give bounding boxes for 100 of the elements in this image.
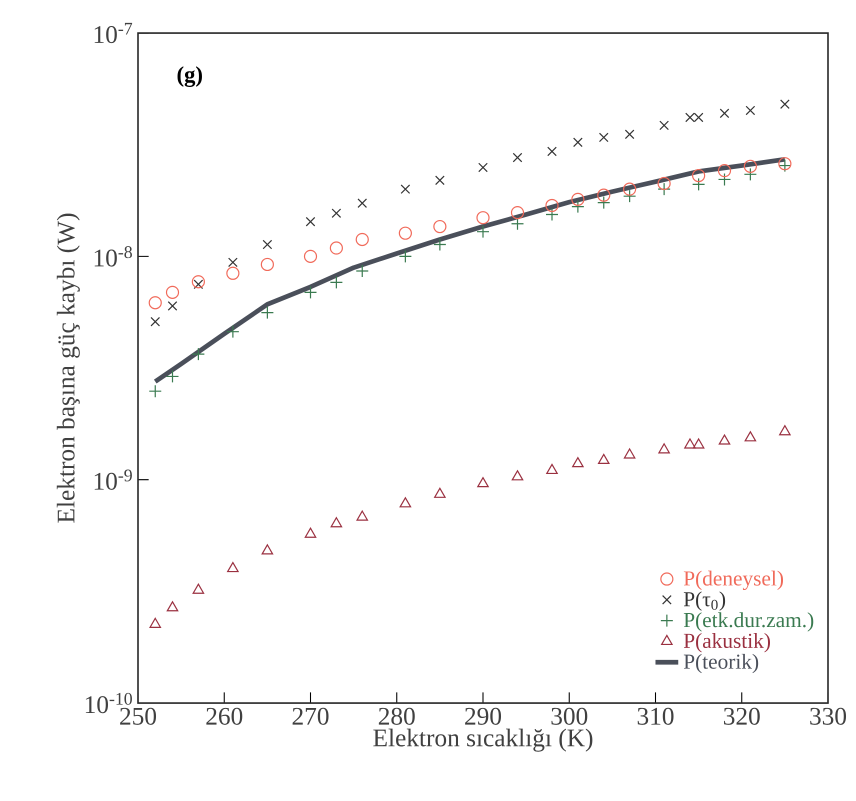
point [330, 276, 343, 289]
point [398, 226, 412, 240]
point [226, 325, 240, 338]
point [512, 152, 522, 162]
point [692, 438, 704, 449]
point [573, 138, 583, 148]
point [718, 172, 732, 186]
y-tick-label: 10$^{-9}$ [94, 470, 132, 490]
x-tick-label: 280 [378, 708, 415, 725]
point [779, 425, 791, 436]
point [547, 146, 557, 156]
point [149, 618, 162, 628]
point [192, 584, 204, 594]
legend-label: P(etk.dur.zam.) [684, 612, 814, 632]
x-tick-label: 290 [465, 708, 502, 725]
y-axis-title: Elektron başına güç kaybı (W) [56, 214, 80, 523]
point [510, 217, 524, 230]
point [398, 250, 412, 263]
point [356, 264, 369, 278]
point [658, 176, 671, 190]
point [332, 208, 342, 218]
point [262, 544, 274, 554]
point [623, 182, 636, 196]
point [192, 348, 205, 361]
legend-label: P(teorik) [684, 654, 758, 674]
point [659, 120, 669, 130]
point [545, 208, 559, 222]
point [692, 168, 706, 182]
point [168, 301, 178, 311]
point [597, 196, 610, 210]
point [718, 434, 730, 445]
point [597, 188, 610, 202]
legend-label: P(τ$_{0}$) [684, 591, 726, 611]
point [624, 129, 634, 140]
x-tick-label: 270 [292, 708, 329, 725]
point [330, 517, 342, 528]
point [746, 106, 756, 116]
point [718, 164, 732, 178]
point [684, 438, 696, 449]
point [148, 384, 162, 398]
point [304, 528, 316, 538]
point [166, 601, 178, 612]
x-tick-label: 330 [810, 708, 846, 725]
point [598, 132, 609, 142]
point [228, 258, 238, 268]
point [194, 279, 204, 290]
point [260, 306, 274, 320]
point [692, 178, 706, 192]
point [476, 211, 490, 224]
legend-label: P(deneysel) [684, 570, 784, 590]
x-tick-label: 300 [551, 708, 588, 725]
point [476, 225, 490, 238]
point [744, 431, 756, 442]
annotation: (g) [178, 66, 202, 87]
point [623, 190, 636, 203]
point [400, 497, 412, 508]
point [166, 370, 180, 384]
point [624, 448, 636, 459]
point [512, 470, 524, 480]
point [720, 108, 730, 118]
point [571, 192, 584, 206]
point [227, 562, 239, 572]
point [433, 220, 446, 234]
point [478, 162, 488, 172]
point [744, 160, 757, 173]
point [356, 232, 369, 246]
point [192, 275, 205, 288]
point [226, 266, 240, 280]
point [148, 296, 162, 310]
point [598, 454, 610, 464]
point [304, 250, 318, 263]
x-tick-label: 320 [724, 708, 760, 725]
point [545, 198, 559, 212]
point [166, 286, 180, 299]
point [400, 184, 410, 194]
y-tick-label: 10$^{-7}$ [94, 22, 132, 44]
point [306, 216, 316, 227]
x-tick-label: 310 [638, 708, 674, 725]
point [658, 182, 671, 196]
point [744, 168, 757, 181]
point [510, 206, 524, 220]
point [434, 488, 446, 498]
point [658, 443, 670, 454]
y-tick-label: 10$^{-8}$ [94, 246, 132, 267]
point [546, 464, 558, 474]
point [330, 241, 343, 255]
point [356, 510, 368, 521]
point [571, 200, 584, 214]
point [433, 238, 446, 252]
point [150, 316, 160, 327]
point [260, 258, 274, 272]
legend-label: P(akustik) [684, 633, 770, 652]
point [572, 457, 584, 468]
point [357, 198, 368, 208]
point [435, 175, 445, 186]
point [304, 286, 318, 299]
point [262, 240, 272, 250]
x-axis-title: Elektron sıcaklığı (K) [373, 728, 592, 752]
line-series [152, 156, 788, 384]
point [780, 99, 790, 110]
